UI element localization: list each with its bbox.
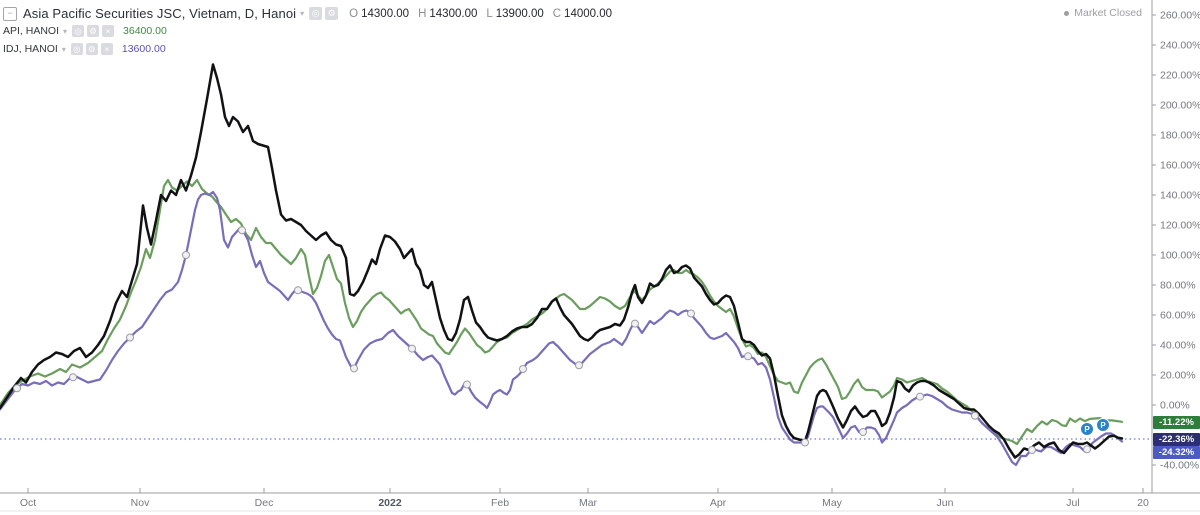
y-axis-label: 40.00%	[1160, 340, 1196, 352]
visibility-icon[interactable]: ◎	[72, 25, 85, 37]
open-value: 14300.00	[361, 7, 410, 20]
gear-icon[interactable]: ⚙	[85, 43, 98, 55]
y-axis-label: 180.00%	[1160, 130, 1200, 142]
y-axis-label: 60.00%	[1160, 310, 1196, 322]
close-icon[interactable]: ×	[102, 25, 115, 37]
collapse-pane-icon[interactable]: −	[3, 6, 17, 21]
x-axis-label: Jun	[937, 497, 954, 509]
chevron-down-icon[interactable]: ▾	[300, 9, 305, 18]
data-point-marker	[687, 309, 695, 318]
data-point-marker	[238, 226, 246, 235]
data-point-marker	[631, 319, 639, 328]
x-axis-label: Jul	[1066, 497, 1079, 509]
high-label: H	[418, 7, 427, 20]
x-axis-label: Mar	[579, 497, 598, 509]
compare-symbol-name[interactable]: IDJ, HANOI	[3, 43, 58, 55]
x-axis-label: Apr	[710, 497, 727, 509]
close-icon[interactable]: ×	[100, 43, 113, 55]
compare-symbol-row-idj: IDJ, HANOI ▾ ◎ ⚙ × 13600.00	[3, 40, 612, 58]
gear-icon[interactable]: ⚙	[87, 25, 100, 37]
y-axis-label: 220.00%	[1160, 70, 1200, 82]
compare-symbol-value: 13600.00	[121, 43, 166, 55]
data-point-marker	[1028, 446, 1036, 454]
market-status: Market Closed	[1064, 7, 1142, 19]
data-point-marker	[916, 392, 924, 401]
data-point-marker	[294, 286, 302, 295]
compare-symbol-name[interactable]: API, HANOI	[3, 25, 60, 37]
gear-icon[interactable]: ⚙	[325, 7, 339, 20]
visibility-icon[interactable]: ◎	[309, 7, 323, 20]
data-point-marker	[182, 251, 190, 259]
data-point-marker	[801, 438, 809, 447]
chart-legend: − Asia Pacific Securities JSC, Vietnam, …	[3, 5, 612, 58]
data-point-marker	[408, 344, 416, 353]
compare-symbol-value: 36400.00	[123, 25, 167, 37]
data-point-marker	[575, 361, 583, 370]
market-status-text: Market Closed	[1074, 7, 1142, 19]
high-value: 14300.00	[429, 7, 478, 20]
compare-symbol-row-api: API, HANOI ▾ ◎ ⚙ × 36400.00	[3, 22, 612, 40]
data-point-marker	[519, 365, 527, 373]
data-point-marker	[463, 380, 471, 389]
event-badge-label: P	[1084, 425, 1090, 434]
x-axis-label: Dec	[255, 497, 274, 509]
event-badge-p[interactable]	[1080, 422, 1094, 436]
symbol-title[interactable]: Asia Pacific Securities JSC, Vietnam, D,…	[23, 6, 297, 21]
open-label: O	[349, 7, 359, 20]
data-point-marker	[744, 352, 752, 361]
data-point-marker	[13, 384, 21, 393]
series-line-1	[0, 190, 1124, 467]
y-axis-label: 20.00%	[1160, 370, 1196, 382]
chevron-down-icon[interactable]: ▾	[63, 26, 68, 36]
y-axis-label: 0.00%	[1160, 400, 1190, 412]
x-axis-label: Feb	[491, 497, 509, 509]
main-symbol-row: − Asia Pacific Securities JSC, Vietnam, …	[3, 5, 612, 22]
ohlc-values: O 14300.00 H 14300.00 L 13900.00 C 14000…	[349, 8, 612, 20]
x-axis-label: 2022	[378, 497, 402, 509]
last-price-label-main: -22.36%	[1153, 433, 1200, 446]
data-point-marker	[971, 411, 979, 420]
chevron-down-icon[interactable]: ▾	[61, 44, 66, 54]
last-price-label-API: -11.22%	[1153, 415, 1200, 429]
x-axis-label: May	[822, 497, 843, 509]
last-price-label-IDJ: -24.32%	[1153, 445, 1200, 459]
event-badge-p[interactable]	[1096, 418, 1110, 432]
data-point-marker	[69, 373, 77, 382]
y-axis-label: -40.00%	[1160, 460, 1199, 472]
y-axis-label: 240.00%	[1160, 40, 1200, 52]
y-axis-label: 140.00%	[1160, 190, 1200, 202]
y-axis-label: 160.00%	[1160, 160, 1200, 172]
low-value: 13900.00	[495, 7, 544, 20]
data-point-marker	[1083, 445, 1091, 454]
x-axis-label: Oct	[20, 497, 36, 509]
y-axis-label: 200.00%	[1160, 100, 1200, 112]
y-axis-label: 100.00%	[1160, 250, 1200, 262]
data-point-marker	[859, 428, 867, 436]
y-axis-label: 260.00%	[1160, 10, 1200, 22]
x-axis-label: 20	[1137, 497, 1149, 509]
x-axis-label: Nov	[131, 497, 150, 509]
close-value: 14000.00	[564, 7, 613, 20]
low-label: L	[486, 7, 493, 20]
y-axis-label: 120.00%	[1160, 220, 1200, 232]
visibility-icon[interactable]: ◎	[70, 43, 83, 55]
data-point-marker	[350, 364, 358, 373]
close-label: C	[552, 7, 562, 20]
status-dot-icon	[1064, 10, 1070, 16]
y-axis-label: 80.00%	[1160, 280, 1196, 292]
data-point-marker	[126, 333, 134, 342]
event-badge-label: P	[1100, 421, 1106, 430]
series-line-0	[0, 178, 1124, 446]
series-line-2	[0, 63, 1124, 459]
